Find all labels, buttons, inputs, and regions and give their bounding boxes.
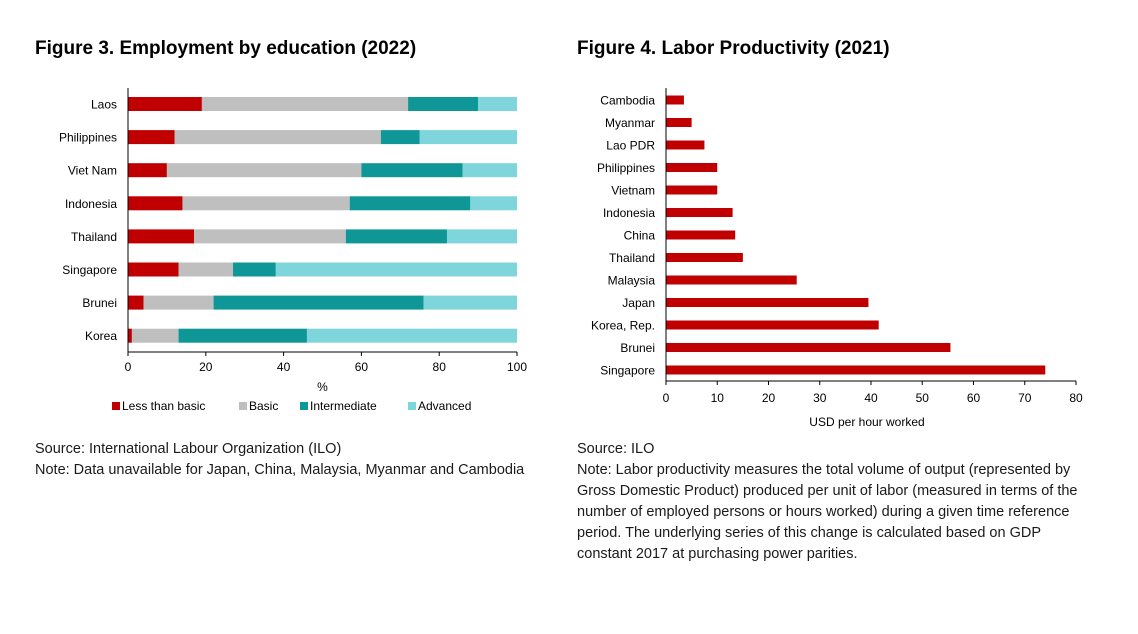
figure-3-note: Note: Data unavailable for Japan, China,…	[35, 462, 525, 478]
x-tick-label: 30	[813, 391, 827, 405]
x-tick-label: 20	[762, 391, 776, 405]
bar-segment	[470, 196, 517, 211]
figure-4-note: Note: Labor productivity measures the to…	[577, 462, 1078, 562]
bar-segment	[128, 130, 175, 145]
x-tick-label: 50	[916, 391, 930, 405]
figure-3-title: Figure 3. Employment by education (2022)	[35, 38, 417, 59]
category-label: Thailand	[71, 230, 117, 244]
bar-segment	[128, 163, 167, 178]
bar-segment	[380, 130, 420, 145]
bar-segment	[233, 262, 276, 277]
bar	[666, 298, 869, 307]
figure-4-source: Source: ILO	[577, 441, 655, 457]
bar	[666, 365, 1046, 375]
bar-segment	[345, 229, 447, 244]
category-label: Malaysia	[608, 274, 656, 288]
category-label: Korea	[85, 329, 117, 343]
bar	[666, 275, 797, 285]
x-axis-label: USD per hour worked	[809, 415, 924, 429]
x-tick-label: 80	[433, 360, 447, 374]
bar-segment	[166, 163, 362, 178]
x-tick-label: 20	[199, 360, 213, 374]
bar-segment	[128, 229, 195, 244]
x-tick-label: 80	[1069, 391, 1083, 405]
bar-segment	[306, 328, 517, 343]
legend-swatch	[300, 402, 308, 410]
bar-segment	[446, 229, 517, 244]
category-label: China	[624, 229, 656, 243]
bar-segment	[143, 295, 214, 310]
bar-segment	[419, 130, 517, 145]
bar	[666, 320, 879, 330]
bar-segment	[174, 130, 381, 145]
category-label: Philippines	[59, 131, 117, 145]
category-label: Indonesia	[603, 206, 655, 220]
x-tick-label: 0	[663, 391, 670, 405]
x-tick-label: 70	[1018, 391, 1032, 405]
category-label: Lao PDR	[606, 139, 655, 153]
category-label: Thailand	[609, 251, 655, 265]
bar-segment	[201, 97, 409, 111]
category-label: Vietnam	[611, 184, 655, 198]
bar-segment	[128, 97, 202, 111]
category-label: Viet Nam	[68, 164, 117, 178]
bar	[666, 208, 733, 217]
bar	[666, 343, 951, 352]
bar	[666, 95, 684, 105]
employment-by-education-chart: Laos Philippines Viet Nam Indonesia Thailand…	[59, 88, 527, 413]
figure-3-source: Source: International Labour Organizatio…	[35, 441, 342, 457]
bar	[666, 118, 692, 127]
category-label: Cambodia	[600, 94, 655, 108]
category-label: Myanmar	[605, 116, 655, 130]
bar-segment	[408, 97, 479, 111]
bar-segment	[462, 163, 517, 178]
bar-segment	[128, 196, 183, 211]
legend-swatch	[239, 402, 247, 410]
bar-segment	[361, 163, 463, 178]
bar	[666, 253, 743, 262]
category-label: Japan	[622, 296, 655, 310]
x-tick-label: 60	[967, 391, 981, 405]
legend-label: Less than basic	[122, 399, 205, 413]
legend-label: Intermediate	[310, 399, 377, 413]
category-label: Laos	[91, 98, 117, 112]
bar	[666, 185, 718, 195]
category-label: Singapore	[62, 263, 117, 277]
bar-segment	[131, 328, 179, 343]
category-label: Singapore	[600, 364, 655, 378]
bar-segment	[194, 229, 346, 244]
x-tick-label: 60	[355, 360, 369, 374]
bar	[666, 140, 705, 150]
bar-segment	[178, 328, 307, 343]
bar-segment	[423, 295, 517, 310]
x-tick-label: 10	[711, 391, 725, 405]
x-axis-label: %	[317, 380, 328, 394]
x-tick-label: 40	[277, 360, 291, 374]
labor-productivity-chart: Cambodia Myanmar Lao PDR Philippines Vietnam…	[591, 88, 1083, 429]
bar-segment	[128, 295, 144, 310]
bar-segment	[128, 262, 179, 277]
bar-segment	[478, 97, 517, 111]
x-tick-label: 100	[507, 360, 527, 374]
legend-swatch	[112, 402, 120, 410]
bar	[666, 230, 736, 240]
x-tick-label: 40	[864, 391, 878, 405]
category-label: Philippines	[597, 161, 655, 175]
bar-segment	[275, 262, 517, 277]
category-label: Brunei	[82, 296, 117, 310]
bar-segment	[182, 196, 350, 211]
legend-label: Advanced	[418, 399, 471, 413]
x-tick-label: 0	[125, 360, 132, 374]
category-label: Brunei	[620, 341, 655, 355]
legend-swatch	[408, 402, 416, 410]
category-label: Korea, Rep.	[591, 319, 655, 333]
bar-segment	[349, 196, 471, 211]
figure-4-title: Figure 4. Labor Productivity (2021)	[577, 38, 890, 59]
legend-label: Basic	[249, 399, 278, 413]
category-label: Indonesia	[65, 197, 117, 211]
bar-segment	[213, 295, 424, 310]
bar-segment	[178, 262, 234, 277]
bar-segment	[128, 328, 132, 343]
bar	[666, 163, 718, 172]
